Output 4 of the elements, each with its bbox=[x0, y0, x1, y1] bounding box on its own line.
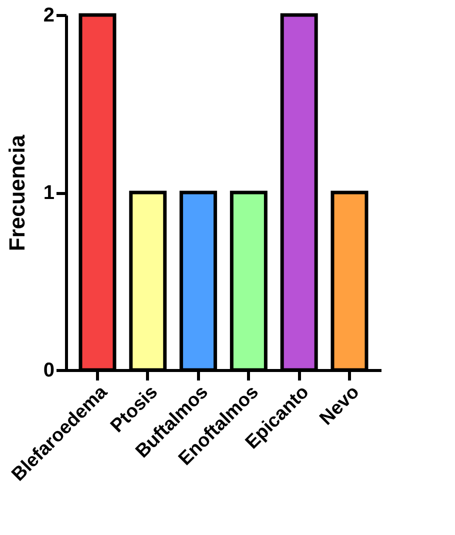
y-axis-title: Frecuencia bbox=[4, 134, 30, 252]
y-tick-label: 1 bbox=[43, 182, 54, 204]
y-tick-label: 2 bbox=[43, 4, 54, 26]
y-tick-label: 0 bbox=[43, 360, 54, 382]
